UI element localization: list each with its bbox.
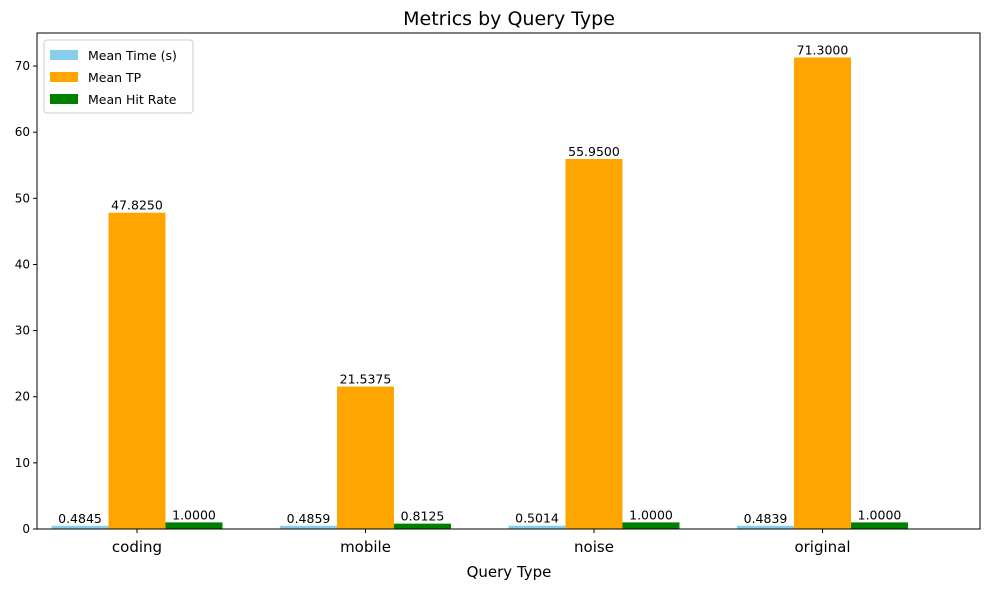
- data-label-original-2: 1.0000: [858, 507, 902, 522]
- y-tick-label: 10: [15, 456, 30, 470]
- data-label-noise-0: 0.5014: [515, 511, 559, 526]
- legend-swatch: [50, 72, 78, 82]
- y-tick-label: 30: [15, 324, 30, 338]
- bar-noise-0: [508, 525, 566, 529]
- bar-coding-1: [108, 212, 166, 529]
- x-axis-label: Query Type: [467, 563, 552, 581]
- bar-original-0: [737, 525, 794, 529]
- data-label-mobile-2: 0.8125: [401, 509, 445, 524]
- bar-coding-0: [51, 525, 109, 529]
- data-label-mobile-0: 0.4859: [287, 511, 331, 526]
- y-tick-label: 40: [15, 257, 30, 271]
- data-label-mobile-1: 21.5375: [340, 372, 392, 387]
- data-label-original-1: 71.3000: [797, 42, 849, 57]
- data-label-noise-1: 55.9500: [568, 144, 620, 159]
- y-tick-label: 60: [15, 125, 30, 139]
- data-label-coding-1: 47.8250: [111, 198, 163, 213]
- y-axis: 0 10 20 30 40 50 60 70: [15, 59, 37, 536]
- bar-noise-2: [622, 522, 680, 529]
- bar-original-1: [794, 57, 851, 530]
- bar-original-2: [851, 522, 908, 529]
- x-tick-label: mobile: [340, 538, 391, 556]
- plot-frame: [36, 32, 981, 530]
- x-tick-label: coding: [112, 538, 162, 556]
- bar-mobile-0: [280, 525, 337, 529]
- bar-mobile-2: [394, 523, 451, 529]
- data-label-coding-2: 1.0000: [172, 507, 216, 522]
- x-tick-label: noise: [574, 538, 614, 556]
- bars-group: [51, 57, 908, 530]
- legend-label: Mean Time (s): [88, 48, 177, 63]
- legend-label: Mean TP: [88, 70, 142, 85]
- y-tick-label: 0: [22, 522, 30, 536]
- data-labels-group: 0.4845 47.8250 1.0000 0.4859 21.5375 0.8125 0.…: [58, 42, 901, 525]
- data-label-coding-0: 0.4845: [58, 511, 102, 526]
- bar-noise-1: [565, 158, 623, 529]
- data-label-noise-2: 1.0000: [629, 507, 673, 522]
- bar-coding-2: [165, 522, 223, 529]
- chart-title: Metrics by Query Type: [403, 8, 615, 30]
- data-label-original-0: 0.4839: [744, 511, 788, 526]
- legend: Mean Time (s) Mean TP Mean Hit Rate: [43, 39, 194, 114]
- x-tick-label: original: [794, 538, 850, 556]
- y-tick-label: 50: [15, 191, 30, 205]
- y-tick-label: 70: [15, 59, 30, 73]
- bar-mobile-1: [337, 386, 394, 529]
- legend-swatch: [50, 50, 78, 60]
- y-tick-label: 20: [15, 390, 30, 404]
- legend-box: [43, 39, 194, 114]
- legend-swatch: [50, 94, 78, 104]
- legend-label: Mean Hit Rate: [88, 92, 177, 107]
- x-axis: coding mobile noise original: [112, 529, 851, 556]
